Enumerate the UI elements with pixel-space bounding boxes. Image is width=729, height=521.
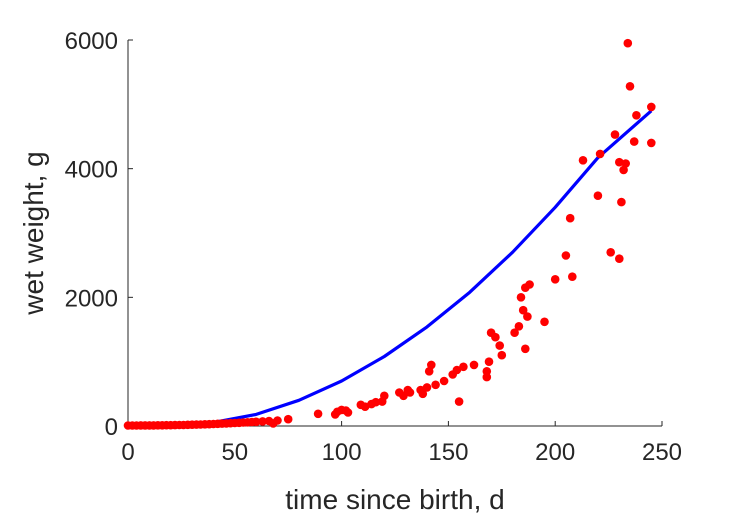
data-point [497,350,507,360]
data-point [593,191,603,200]
data-point [629,137,639,146]
data-point [632,111,641,120]
data-point [568,272,577,282]
data-point [343,408,353,417]
data-point [606,248,615,257]
y-axis-label: wet weight, g [18,151,49,315]
data-point [380,391,389,401]
data-point [422,383,432,392]
data-point [514,322,524,331]
data-point [647,102,656,112]
fit-curve [127,109,653,428]
data-point [647,138,656,148]
x-tick-label: 0 [121,439,134,466]
data-point [371,397,381,407]
data-point [439,376,449,386]
data-point [578,156,588,165]
data-point [495,341,505,350]
data-point [484,357,494,367]
x-tick-label: 150 [428,439,468,466]
x-axis-label: time since birth, d [285,484,504,515]
data-point [251,417,261,427]
data-point [619,165,628,175]
data-point [482,367,492,376]
y-tick-label: 0 [105,414,118,441]
data-point [258,417,267,426]
y-tick-label: 4000 [65,157,118,184]
axes: 0 50 100 150 200 250 0 2000 4000 6000 [65,28,682,466]
data-point [617,197,626,207]
data-point [521,344,530,354]
data-point [283,414,293,424]
data-point [469,360,479,370]
fit-line-layer [127,109,653,428]
y-tick-label: 2000 [65,285,118,312]
data-point [516,293,526,302]
data-point [615,254,624,263]
data-point [418,389,428,399]
data-point [452,365,462,375]
data-point [273,416,282,425]
y-tick-label: 6000 [65,28,118,55]
x-tick-label: 200 [535,439,575,466]
data-point [523,312,532,321]
data-point [454,397,464,406]
data-point [621,159,630,168]
x-tick-label: 100 [322,439,362,466]
data-point [625,82,635,91]
data-point [565,213,575,223]
data-point [540,317,549,327]
scatter-points-layer [123,38,656,430]
data-point [561,251,571,260]
data-point [518,305,528,315]
x-tick-label: 50 [221,439,248,466]
data-point [510,328,519,338]
data-point [525,280,534,289]
data-point [459,362,468,372]
data-point [313,409,323,419]
data-point [610,130,620,139]
data-point [615,157,624,167]
data-point [405,388,415,397]
data-point [595,149,605,159]
data-point [550,275,560,284]
data-point [623,38,633,48]
data-point [491,332,500,342]
data-point [427,360,436,370]
data-point [431,380,440,390]
x-tick-label: 250 [642,439,682,466]
